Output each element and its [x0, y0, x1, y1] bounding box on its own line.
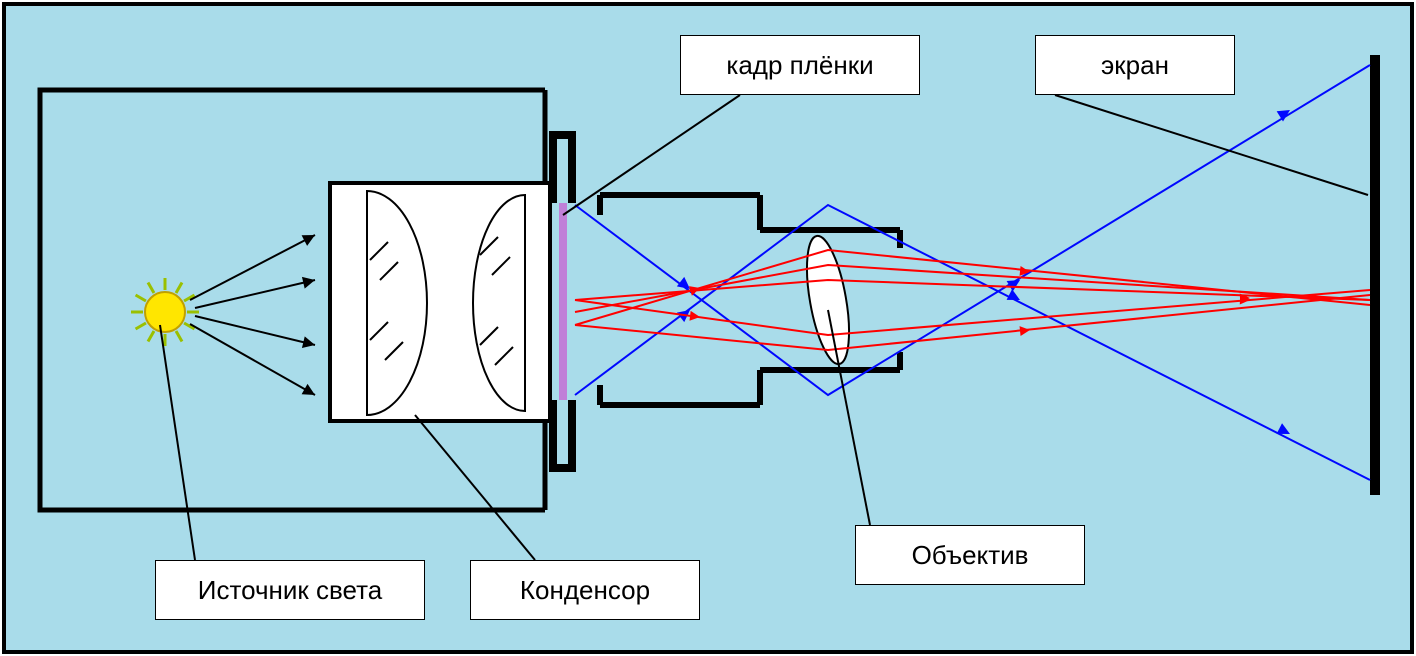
label-light-source-text: Источник света — [198, 575, 382, 606]
label-condenser: Конденсор — [470, 560, 700, 620]
label-film-frame: кадр плёнки — [680, 35, 920, 95]
label-film-frame-text: кадр плёнки — [726, 50, 873, 81]
label-condenser-text: Конденсор — [520, 575, 650, 606]
label-screen-text: экран — [1101, 50, 1169, 81]
label-objective-text: Объектив — [912, 540, 1029, 571]
diagram-canvas: кадр плёнки экран Объектив Источник свет… — [0, 0, 1416, 656]
label-screen: экран — [1035, 35, 1235, 95]
label-light-source: Источник света — [155, 560, 425, 620]
label-objective: Объектив — [855, 525, 1085, 585]
diagram-svg — [0, 0, 1416, 656]
